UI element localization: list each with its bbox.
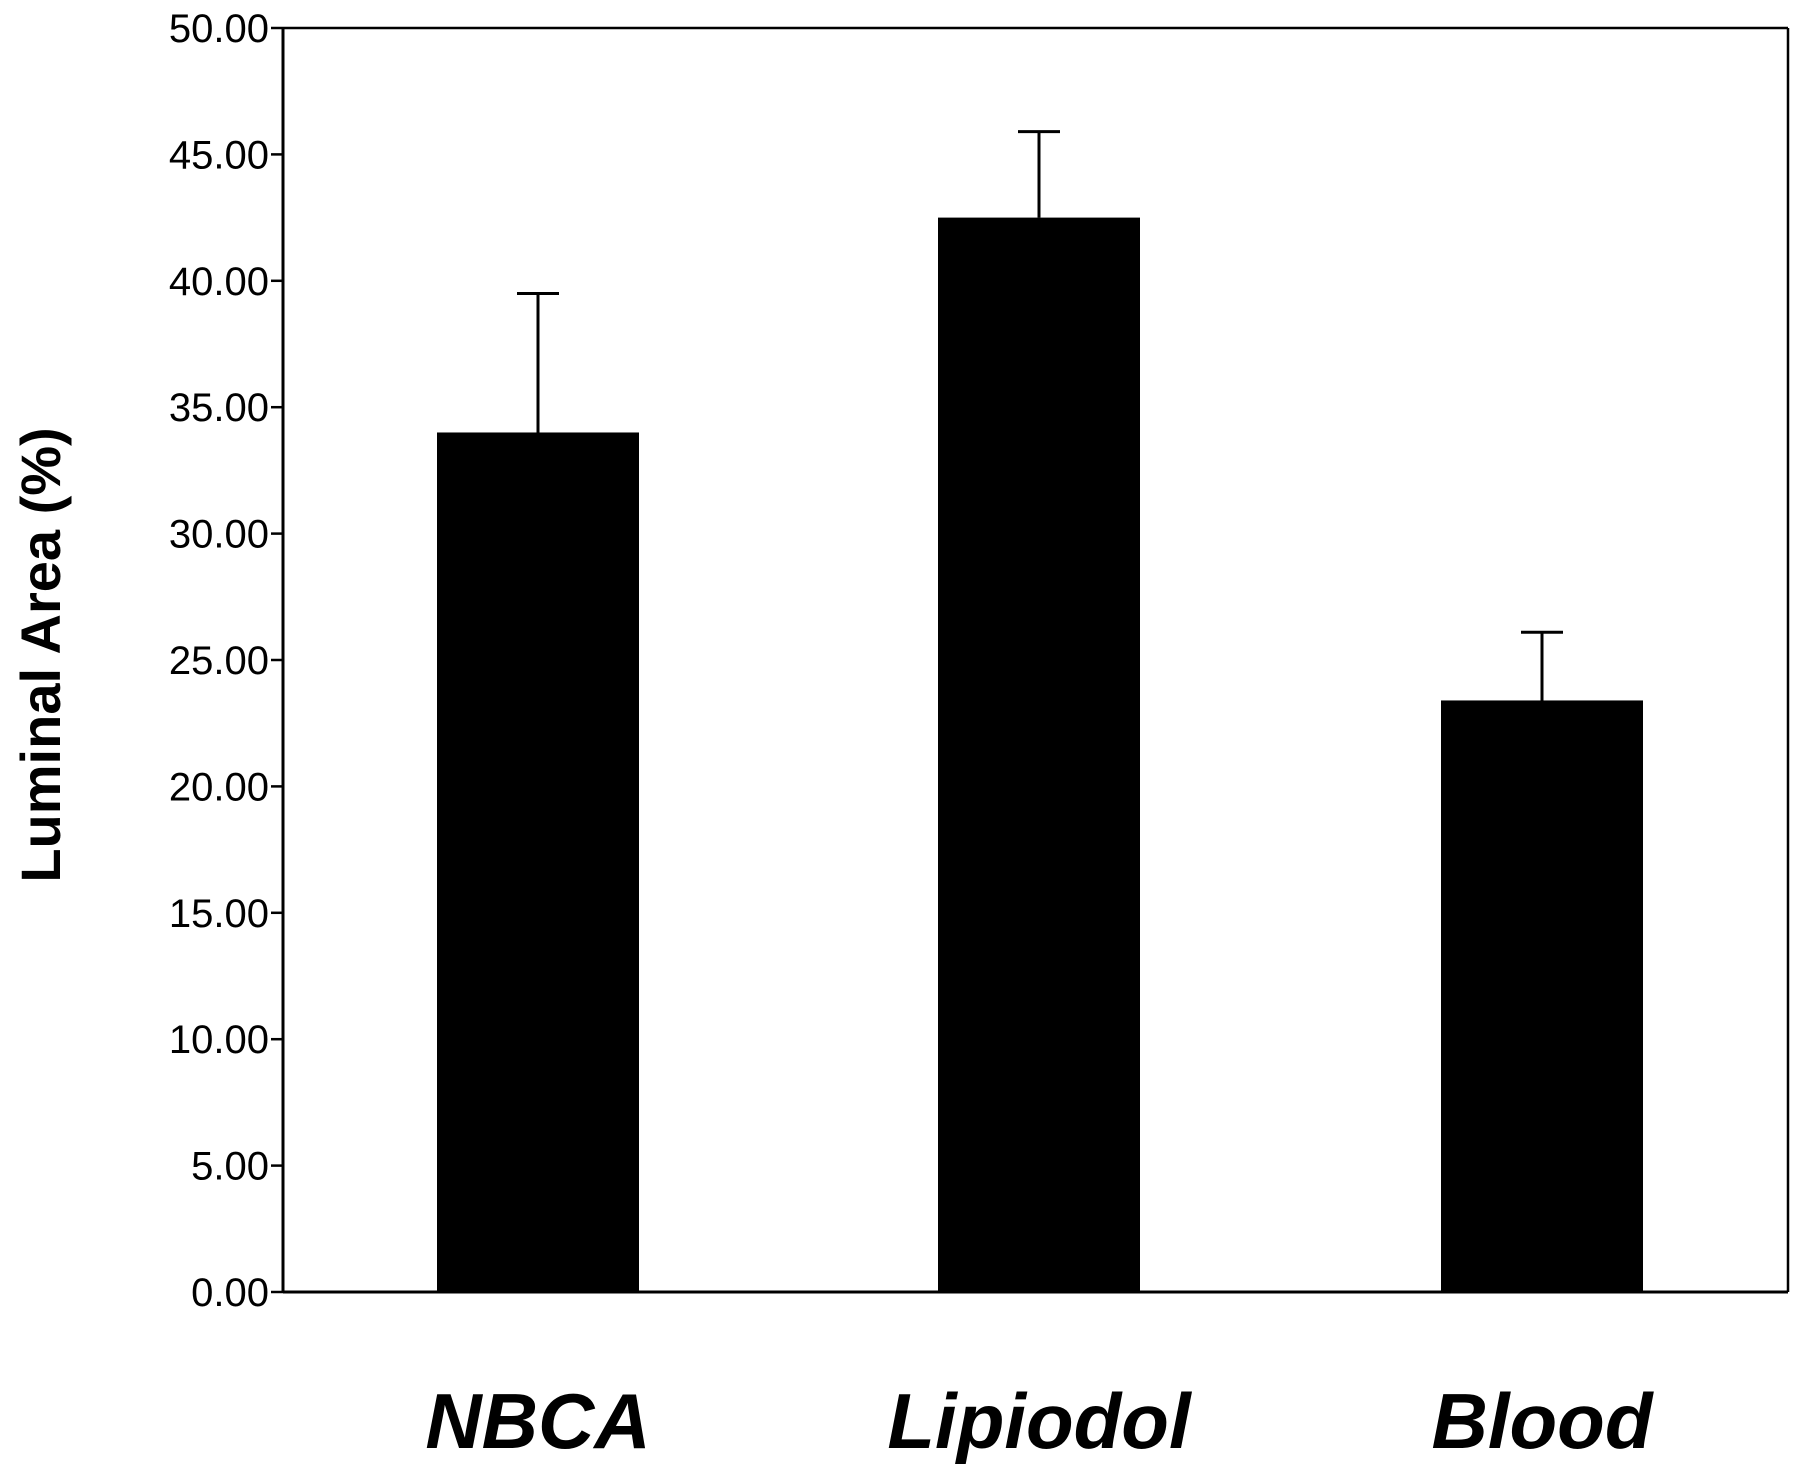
y-tick-label: 50.00 (169, 7, 269, 51)
y-axis-ticks: 0.00 5.00 10.00 15.00 20.00 25.00 30.00 35.00 40… (169, 7, 283, 1315)
x-axis-labels: NBCA Lipiodol Blood (425, 1377, 1653, 1465)
y-tick-label: 25.00 (169, 639, 269, 683)
x-tick-label: Blood (1432, 1377, 1654, 1465)
bars (437, 217, 1643, 1293)
y-tick-label: 15.00 (169, 892, 269, 936)
y-tick-label: 0.00 (191, 1271, 269, 1315)
bar-nbca (437, 432, 639, 1293)
y-tick-label: 5.00 (191, 1145, 269, 1189)
x-tick-label: NBCA (425, 1377, 650, 1465)
y-tick-label: 20.00 (169, 765, 269, 809)
y-tick-label: 30.00 (169, 513, 269, 557)
y-tick-label: 35.00 (169, 386, 269, 430)
y-axis-title: Luminal Area (%) (9, 427, 72, 882)
bar-blood (1441, 700, 1643, 1292)
error-bars (517, 130, 1563, 701)
y-tick-label: 45.00 (169, 133, 269, 177)
bar-lipiodol (938, 217, 1140, 1293)
x-tick-label: Lipiodol (887, 1377, 1192, 1465)
y-tick-label: 40.00 (169, 260, 269, 304)
y-tick-label: 10.00 (169, 1018, 269, 1062)
